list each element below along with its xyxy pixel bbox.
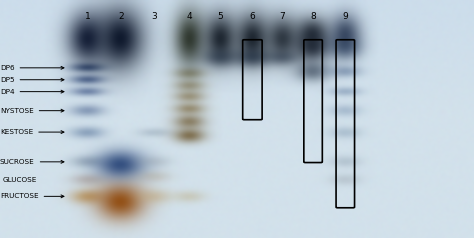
Text: 3: 3: [151, 12, 157, 21]
Text: DP5: DP5: [0, 77, 64, 83]
Text: DP4: DP4: [0, 89, 64, 95]
Text: FRUCTOSE: FRUCTOSE: [0, 193, 64, 199]
Text: NYSTOSE: NYSTOSE: [0, 108, 64, 114]
Text: 5: 5: [218, 12, 223, 21]
Text: 6: 6: [249, 12, 255, 21]
Text: 2: 2: [118, 12, 124, 21]
Text: DP6: DP6: [0, 65, 64, 71]
Text: 9: 9: [342, 12, 348, 21]
Text: KESTOSE: KESTOSE: [0, 129, 64, 135]
Text: 1: 1: [85, 12, 91, 21]
Text: 4: 4: [187, 12, 192, 21]
Text: GLUCOSE: GLUCOSE: [2, 177, 37, 183]
Text: 7: 7: [279, 12, 285, 21]
Text: SUCROSE: SUCROSE: [0, 159, 64, 165]
Text: 8: 8: [310, 12, 316, 21]
